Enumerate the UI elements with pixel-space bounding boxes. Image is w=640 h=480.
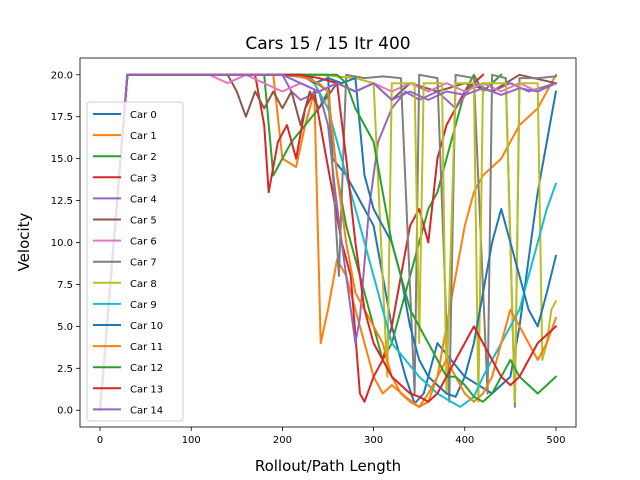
legend-label: Car 11 xyxy=(130,342,163,353)
y-tick-label: 20.0 xyxy=(51,70,73,81)
legend: Car 0 Car 1 Car 2 Car 3 Car 4 Car 5 Car 6 Car 7… xyxy=(86,101,184,422)
legend-label: Car 14 xyxy=(130,405,163,416)
x-axis-label: Rollout/Path Length xyxy=(255,457,401,475)
series-line-car-3 xyxy=(99,73,485,412)
series-line-car-14 xyxy=(99,73,558,412)
legend-label: Car 1 xyxy=(130,131,157,142)
legend-label: Car 3 xyxy=(130,173,157,184)
series-line-car-10 xyxy=(99,73,558,412)
legend-label: Car 10 xyxy=(130,321,163,332)
series-line-car-1 xyxy=(99,73,558,412)
y-axis-label: Velocity xyxy=(15,212,33,271)
series-line-car-13 xyxy=(99,73,558,412)
legend-label: Car 12 xyxy=(130,363,163,374)
legend-label: Car 2 xyxy=(130,152,157,163)
y-tick-label: 5.0 xyxy=(57,322,73,333)
legend-label: Car 9 xyxy=(130,300,157,311)
y-tick-label: 12.5 xyxy=(51,196,73,207)
axes-ticks: 0 100 200 300 400 500 0.0 2.5 5.0 7.5 10.0 12.5 15.0… xyxy=(51,70,566,446)
legend-label: Car 5 xyxy=(130,216,157,227)
legend-label: Car 0 xyxy=(130,110,157,121)
legend-label: Car 8 xyxy=(130,279,157,290)
legend-label: Car 13 xyxy=(130,384,163,395)
x-tick-label: 0 xyxy=(97,435,103,446)
series-line-car-5 xyxy=(99,73,558,412)
plot-area xyxy=(99,73,558,412)
y-tick-label: 17.5 xyxy=(51,112,73,123)
x-tick-label: 100 xyxy=(182,435,201,446)
series-line-car-12 xyxy=(99,73,558,412)
x-tick-label: 300 xyxy=(364,435,383,446)
series-line-car-0 xyxy=(99,73,558,412)
series-line-car-8 xyxy=(99,73,558,412)
x-tick-label: 200 xyxy=(273,435,292,446)
y-tick-label: 7.5 xyxy=(57,280,73,291)
y-tick-label: 2.5 xyxy=(57,364,73,375)
legend-label: Car 7 xyxy=(130,258,157,269)
y-tick-label: 10.0 xyxy=(51,238,73,249)
x-tick-label: 500 xyxy=(546,435,565,446)
legend-label: Car 6 xyxy=(130,237,157,248)
x-tick-label: 400 xyxy=(455,435,474,446)
y-tick-label: 15.0 xyxy=(51,154,73,165)
series-line-car-11 xyxy=(99,73,558,412)
legend-box xyxy=(86,101,184,422)
chart-title: Cars 15 / 15 Itr 400 xyxy=(245,34,410,54)
legend-label: Car 4 xyxy=(130,194,157,205)
y-tick-label: 0.0 xyxy=(57,406,73,417)
